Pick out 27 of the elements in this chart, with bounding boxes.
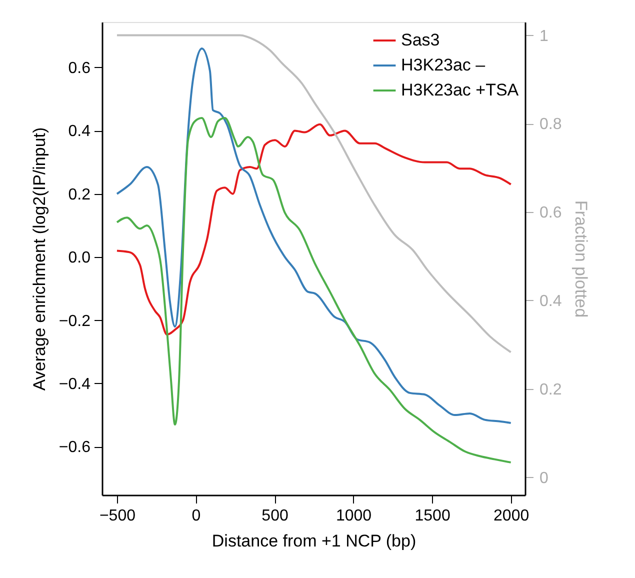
x-tick-label: 500 xyxy=(262,508,288,524)
y-tick-label: 0.6 xyxy=(68,60,91,77)
y2-tick-label: 0.6 xyxy=(540,204,562,222)
y-tick-label: −0.2 xyxy=(58,312,91,330)
legend-label: Sas3 xyxy=(401,30,440,50)
x-axis-title: Distance from +1 NCP (bp) xyxy=(212,532,416,550)
y2-tick-label: 0 xyxy=(540,470,548,487)
x-tick-label: −500 xyxy=(99,508,136,524)
y2-tick-label: 0.8 xyxy=(540,116,562,134)
legend-label: H3K23ac +TSA xyxy=(401,80,520,100)
x-tick-label: 2000 xyxy=(494,508,530,524)
x-tick-label: 1500 xyxy=(414,508,450,524)
y2-tick-label: 0.2 xyxy=(540,381,562,398)
y-tick-label: 0.0 xyxy=(68,250,91,267)
line-series xyxy=(116,123,512,336)
x-tick-label: 1000 xyxy=(336,508,372,524)
y2-tick-label: 1 xyxy=(540,28,548,45)
y-axis-title: Average enrichment (log2(IP/input) xyxy=(30,127,49,391)
y-tick-label: 0.2 xyxy=(68,186,91,204)
y2-tick-label: 0.4 xyxy=(540,292,562,310)
legend-label: H3K23ac – xyxy=(401,56,486,74)
y-tick-label: −0.4 xyxy=(58,376,91,393)
x-tick-label: 0 xyxy=(192,508,201,524)
y-tick-label: −0.6 xyxy=(58,439,91,456)
y2-axis-title: Fraction plotted xyxy=(572,200,591,318)
y-tick-label: 0.4 xyxy=(68,123,91,140)
line-series xyxy=(116,117,512,464)
